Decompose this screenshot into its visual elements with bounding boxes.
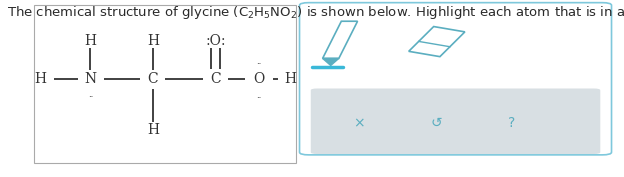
Text: :O:: :O: [205,34,225,48]
FancyBboxPatch shape [34,5,296,163]
Text: H: H [84,34,97,48]
Text: ×: × [353,116,364,130]
Text: The chemical structure of glycine $\left(\mathrm{C_2H_5NO_2}\right)$ is shown be: The chemical structure of glycine $\left… [7,4,624,21]
Text: H: H [284,72,296,86]
Text: C: C [147,72,158,86]
Text: ..: .. [256,58,261,66]
Text: H: H [147,123,159,137]
FancyBboxPatch shape [311,88,600,154]
Polygon shape [323,58,339,65]
Text: C: C [210,72,221,86]
FancyBboxPatch shape [300,3,612,155]
Text: ..: .. [256,92,261,100]
Text: ?: ? [508,116,515,130]
Text: ↺: ↺ [431,116,442,130]
Text: H: H [147,34,159,48]
Text: N: N [84,72,97,86]
Text: O: O [253,72,265,86]
Text: ..: .. [88,91,93,99]
Text: H: H [34,72,47,86]
